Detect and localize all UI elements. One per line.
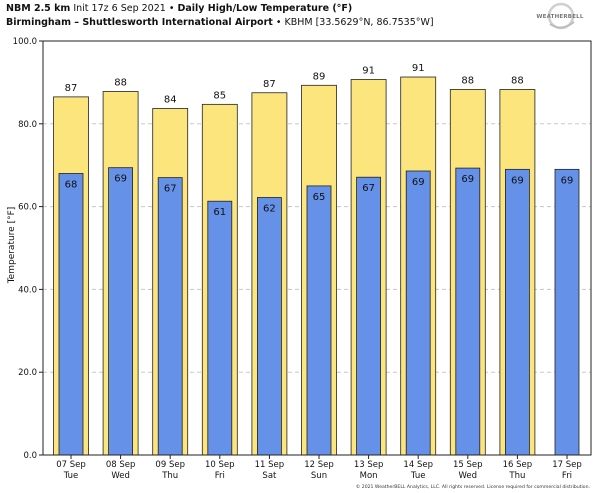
station-info: KBHM [33.5629°N, 86.7535°W]: [284, 17, 434, 28]
low-temp-bar: [405, 170, 431, 456]
low-temp-label: 61: [213, 207, 226, 218]
high-temp-label: 87: [263, 79, 276, 90]
x-tick-date: 09 Sep: [155, 460, 185, 470]
high-temp-label: 85: [213, 90, 226, 101]
weatherbell-logo: WEATHERBELL: [534, 2, 586, 36]
high-temp-label: 88: [461, 75, 474, 86]
x-tick-day: Fri: [215, 471, 225, 481]
low-temp-bar: [504, 168, 530, 456]
high-temp-label: 88: [114, 78, 127, 89]
low-temp-bar: [58, 173, 84, 456]
low-temp-bar: [256, 197, 282, 456]
x-tick-day: Mon: [360, 471, 378, 481]
x-tick-day: Sun: [311, 471, 327, 481]
x-tick-day: Wed: [459, 471, 478, 481]
location-name: Birmingham – Shuttlesworth International…: [6, 17, 273, 28]
copyright-notice: © 2021 WeatherBELL Analytics, LLC. All r…: [355, 485, 590, 490]
y-tick-label: 80.0: [18, 120, 37, 130]
x-tick-date: 14 Sep: [403, 460, 433, 470]
x-tick-date: 10 Sep: [205, 460, 235, 470]
low-temp-label: 68: [65, 179, 78, 190]
high-temp-label: 91: [362, 66, 375, 77]
y-tick-label: 100.0: [13, 37, 37, 47]
x-tick-date: 17 Sep: [552, 460, 582, 470]
low-temp-bar: [306, 185, 332, 456]
logo-swirl-icon: [547, 2, 575, 30]
y-tick-label: 60.0: [18, 203, 37, 213]
low-temp-label: 67: [164, 184, 177, 195]
low-temp-label: 67: [362, 183, 375, 194]
low-temp-label: 65: [313, 192, 326, 203]
high-temp-label: 87: [65, 83, 78, 94]
low-temp-bar: [207, 200, 233, 456]
x-tick-date: 15 Sep: [453, 460, 483, 470]
low-temp-bar: [455, 167, 481, 456]
x-tick-date: 16 Sep: [503, 460, 533, 470]
x-tick-date: 08 Sep: [106, 460, 136, 470]
low-temp-label: 69: [114, 174, 127, 185]
low-temp-bar: [554, 168, 580, 456]
x-tick-day: Fri: [562, 471, 572, 481]
plot-frame: [42, 40, 592, 456]
product-title: Daily High/Low Temperature (°F): [177, 3, 353, 14]
bullet-2: •: [275, 17, 282, 28]
x-tick-date: 12 Sep: [304, 460, 334, 470]
y-tick-label: 0.0: [23, 451, 37, 461]
high-temp-label: 88: [511, 75, 524, 86]
low-temp-label: 69: [561, 175, 574, 186]
y-axis-label: Temperature [°F]: [7, 206, 17, 284]
low-temp-label: 62: [263, 203, 276, 214]
header-line-1: NBM 2.5 km Init 17z 6 Sep 2021 • Daily H…: [6, 3, 352, 14]
bullet-1: •: [168, 3, 175, 14]
x-tick-day: Sat: [262, 471, 277, 481]
x-tick-date: 13 Sep: [354, 460, 384, 470]
y-tick-label: 40.0: [18, 285, 37, 295]
x-tick-day: Thu: [508, 471, 525, 481]
low-temp-bar: [356, 176, 382, 456]
high-temp-label: 84: [164, 94, 177, 105]
low-temp-label: 69: [511, 175, 524, 186]
x-tick-day: Wed: [111, 471, 130, 481]
x-tick-day: Tue: [63, 471, 79, 481]
header-line-2: Birmingham – Shuttlesworth International…: [6, 17, 434, 28]
high-temp-label: 89: [313, 71, 326, 82]
x-tick-day: Thu: [161, 471, 178, 481]
y-tick-label: 20.0: [18, 368, 37, 378]
low-temp-bar: [108, 167, 133, 456]
model-name: NBM 2.5 km: [6, 3, 71, 14]
x-tick-day: Tue: [410, 471, 426, 481]
low-temp-bar: [157, 177, 183, 456]
x-tick-date: 07 Sep: [56, 460, 86, 470]
init-time: Init 17z 6 Sep 2021: [73, 3, 166, 14]
x-tick-date: 11 Sep: [255, 460, 285, 470]
low-temp-label: 69: [461, 174, 474, 185]
low-temp-label: 69: [412, 177, 425, 188]
high-temp-label: 91: [412, 63, 425, 74]
logo-text: WEATHERBELL: [536, 14, 584, 20]
